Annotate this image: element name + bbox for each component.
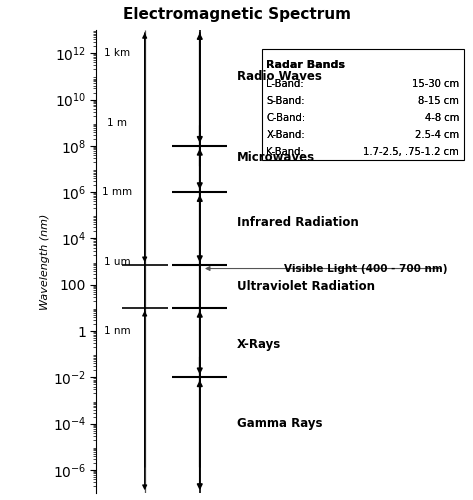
Text: 1 mm: 1 mm [102,187,132,197]
Text: Infrared Radiation: Infrared Radiation [236,216,358,228]
Text: X-Band:: X-Band: [266,130,305,140]
Text: 1 nm: 1 nm [104,326,131,336]
Text: 1 km: 1 km [104,48,130,58]
Text: 8-15 cm: 8-15 cm [418,96,459,106]
FancyBboxPatch shape [262,48,464,160]
Text: 1 m: 1 m [107,118,127,128]
Text: 8-15 cm: 8-15 cm [418,96,459,106]
Text: Gamma Rays: Gamma Rays [236,417,322,430]
Text: L-Band:: L-Band: [266,78,304,88]
Text: K-Band:: K-Band: [266,147,304,157]
Text: X-Band:: X-Band: [266,130,305,140]
Text: 4-8 cm: 4-8 cm [425,113,459,123]
Text: L-Band:: L-Band: [266,78,304,88]
Text: 2.5-4 cm: 2.5-4 cm [415,130,459,140]
Text: 1.7-2.5, .75-1.2 cm: 1.7-2.5, .75-1.2 cm [363,147,459,157]
Text: C-Band:: C-Band: [266,113,306,123]
Text: 1 um: 1 um [104,256,131,266]
Text: Radio Waves: Radio Waves [236,70,321,83]
Text: 2.5-4 cm: 2.5-4 cm [415,130,459,140]
Text: 1.7-2.5, .75-1.2 cm: 1.7-2.5, .75-1.2 cm [363,147,459,157]
Text: S-Band:: S-Band: [266,96,305,106]
Text: C-Band:: C-Band: [266,113,306,123]
Text: Visible Light (400 - 700 nm): Visible Light (400 - 700 nm) [284,264,447,274]
Text: S-Band:: S-Band: [266,96,305,106]
Text: Radar Bands: Radar Bands [266,60,345,70]
Text: Radar Bands: Radar Bands [266,60,345,70]
Text: K-Band:: K-Band: [266,147,304,157]
Y-axis label: Wavelength (nm): Wavelength (nm) [40,214,50,310]
Text: 15-30 cm: 15-30 cm [412,78,459,88]
Text: Ultraviolet Radiation: Ultraviolet Radiation [236,280,375,293]
Text: 15-30 cm: 15-30 cm [412,78,459,88]
Text: 4-8 cm: 4-8 cm [425,113,459,123]
Title: Electromagnetic Spectrum: Electromagnetic Spectrum [123,7,350,22]
Text: Microwaves: Microwaves [236,152,315,164]
Text: X-Rays: X-Rays [236,338,281,351]
